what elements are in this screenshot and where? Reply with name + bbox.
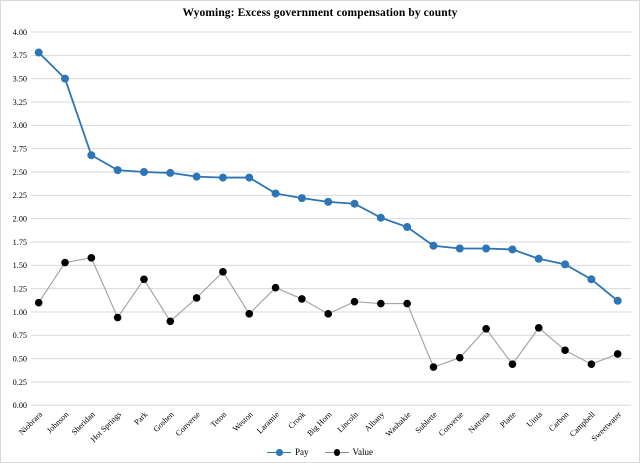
x-tick-label: Albany xyxy=(363,409,387,433)
y-tick-label: 0.25 xyxy=(13,378,27,387)
y-tick-label: 2.25 xyxy=(13,191,27,200)
pay-legend-marker-icon xyxy=(267,448,291,457)
value-point xyxy=(192,294,201,302)
pay-point xyxy=(139,167,148,176)
pay-point xyxy=(61,74,70,83)
value-legend-marker-icon xyxy=(324,448,349,457)
y-tick-label: 4.00 xyxy=(13,28,27,37)
x-tick-label: Carbon xyxy=(547,410,570,433)
pay-point xyxy=(508,245,517,254)
value-point xyxy=(429,363,438,371)
legend: Pay Value xyxy=(1,447,639,457)
pay-point xyxy=(376,213,385,222)
pay-point xyxy=(192,172,201,181)
value-point xyxy=(324,310,333,318)
chart-title: Wyoming: Excess government compensation … xyxy=(182,7,458,19)
y-tick-label: 1.00 xyxy=(13,308,27,317)
value-point xyxy=(613,350,622,358)
pay-point xyxy=(455,244,464,253)
x-tick-label: Uinta xyxy=(525,410,544,429)
value-point xyxy=(561,346,569,355)
value-point xyxy=(508,360,517,369)
y-tick-label: 3.00 xyxy=(13,121,27,130)
value-point xyxy=(219,268,227,276)
pay-point xyxy=(613,296,622,305)
pay-point xyxy=(297,194,306,203)
pay-point xyxy=(561,260,570,269)
legend-item-value: Value xyxy=(324,447,374,457)
y-tick-label: 1.75 xyxy=(13,238,27,247)
y-tick-label: 3.50 xyxy=(13,74,27,83)
x-tick-label: Sublette xyxy=(414,410,440,436)
value-point xyxy=(377,299,385,308)
pay-point xyxy=(271,189,280,198)
y-tick-label: 0.75 xyxy=(13,331,27,340)
value-point xyxy=(140,275,148,284)
value-point xyxy=(455,353,464,362)
value-point xyxy=(113,313,122,322)
x-tick-label: Weston xyxy=(231,410,255,434)
y-tick-label: 3.25 xyxy=(13,98,27,107)
x-tick-label: Lincoln xyxy=(336,410,360,434)
pay-point xyxy=(429,241,438,250)
y-tick-label: 0.50 xyxy=(13,354,27,363)
value-point xyxy=(298,295,306,303)
y-tick-label: 1.25 xyxy=(13,284,27,293)
x-tick-label: Platte xyxy=(498,410,518,430)
value-point xyxy=(534,324,543,332)
x-tick-label: Teton xyxy=(209,410,228,429)
x-tick-label: Goshen xyxy=(152,410,176,434)
pay-point xyxy=(324,197,333,206)
y-tick-label: 0.00 xyxy=(13,401,27,410)
value-point xyxy=(34,298,43,307)
value-point xyxy=(587,360,596,369)
value-point xyxy=(61,258,69,267)
value-point xyxy=(350,297,359,306)
pay-point xyxy=(403,223,412,232)
y-tick-label: 2.75 xyxy=(13,144,27,153)
pay-point xyxy=(87,151,96,160)
legend-item-pay: Pay xyxy=(267,447,309,457)
pay-point xyxy=(587,275,596,284)
x-tick-label: Converse xyxy=(437,410,465,438)
x-tick-label: Crook xyxy=(286,409,307,430)
value-point xyxy=(166,317,175,326)
y-tick-label: 3.75 xyxy=(13,51,27,60)
pay-point xyxy=(534,254,543,263)
y-tick-label: 1.50 xyxy=(13,261,27,270)
y-tick-label: 2.00 xyxy=(13,214,27,223)
pay-line xyxy=(38,51,619,302)
pay-point xyxy=(113,166,122,175)
pay-legend-label: Pay xyxy=(295,447,309,457)
pay-point xyxy=(166,168,175,177)
pay-point xyxy=(218,173,227,182)
pay-point xyxy=(34,48,43,57)
x-tick-label: Johnson xyxy=(45,410,70,435)
value-legend-label: Value xyxy=(352,447,374,457)
x-tick-label: Washakie xyxy=(384,410,413,439)
pay-point xyxy=(482,244,491,253)
value-point xyxy=(87,254,96,262)
x-tick-label: Big Horn xyxy=(306,410,334,438)
pay-point xyxy=(245,173,254,182)
x-tick-label: Converse xyxy=(174,410,202,438)
value-point xyxy=(403,299,411,308)
x-tick-label: Park xyxy=(132,409,150,427)
x-tick-label: Natrona xyxy=(467,410,492,435)
x-tick-label: Niobrara xyxy=(17,410,44,437)
x-tick-label: Laramie xyxy=(255,410,281,436)
value-point xyxy=(271,283,280,292)
value-point xyxy=(245,310,254,318)
pay-point xyxy=(350,199,359,208)
value-point xyxy=(482,324,490,333)
y-tick-label: 2.50 xyxy=(13,168,27,177)
